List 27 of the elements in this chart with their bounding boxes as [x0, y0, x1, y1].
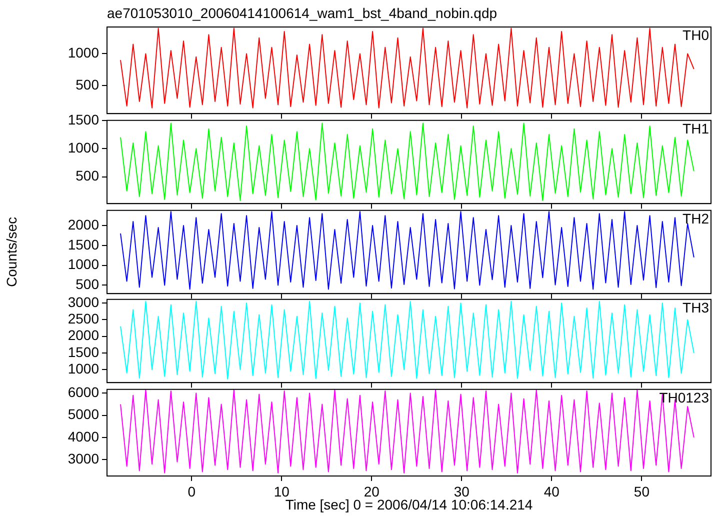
y-tick-label: 3000 [68, 450, 100, 466]
y-tick-label: 1500 [68, 236, 100, 252]
y-tick-label: 6000 [68, 384, 100, 400]
chart-title: ae701053010_20060414100614_wam1_bst_4band_nobin.qdp [107, 4, 498, 21]
y-tick-label: 1500 [68, 344, 100, 360]
y-tick-label: 4000 [68, 428, 100, 444]
y-tick-label: 500 [76, 168, 100, 184]
y-tick-label: 3000 [68, 294, 100, 310]
x-tick-label: 40 [544, 483, 560, 500]
y-tick-label: 2500 [68, 310, 100, 327]
y-tick-label: 2000 [68, 327, 100, 344]
series-label: TH0 [682, 26, 710, 43]
y-tick-label: 1500 [68, 111, 100, 128]
y-tick-label: 2000 [68, 216, 100, 232]
y-tick-label: 5000 [68, 406, 100, 422]
y-axis-title: Counts/sec [3, 216, 20, 288]
x-tick-label: 50 [634, 483, 650, 500]
series-label: TH2 [682, 210, 710, 226]
y-tick-label: 1000 [68, 44, 100, 61]
y-tick-label: 1000 [68, 256, 100, 272]
series-label: TH1 [682, 120, 710, 136]
y-tick-label: 1000 [68, 360, 100, 376]
y-tick-label: 500 [76, 276, 100, 292]
series-label: TH3 [682, 299, 710, 316]
y-tick-label: 500 [76, 76, 100, 92]
y-tick-label: 1000 [68, 139, 100, 156]
x-tick-label: 0 [188, 483, 196, 500]
